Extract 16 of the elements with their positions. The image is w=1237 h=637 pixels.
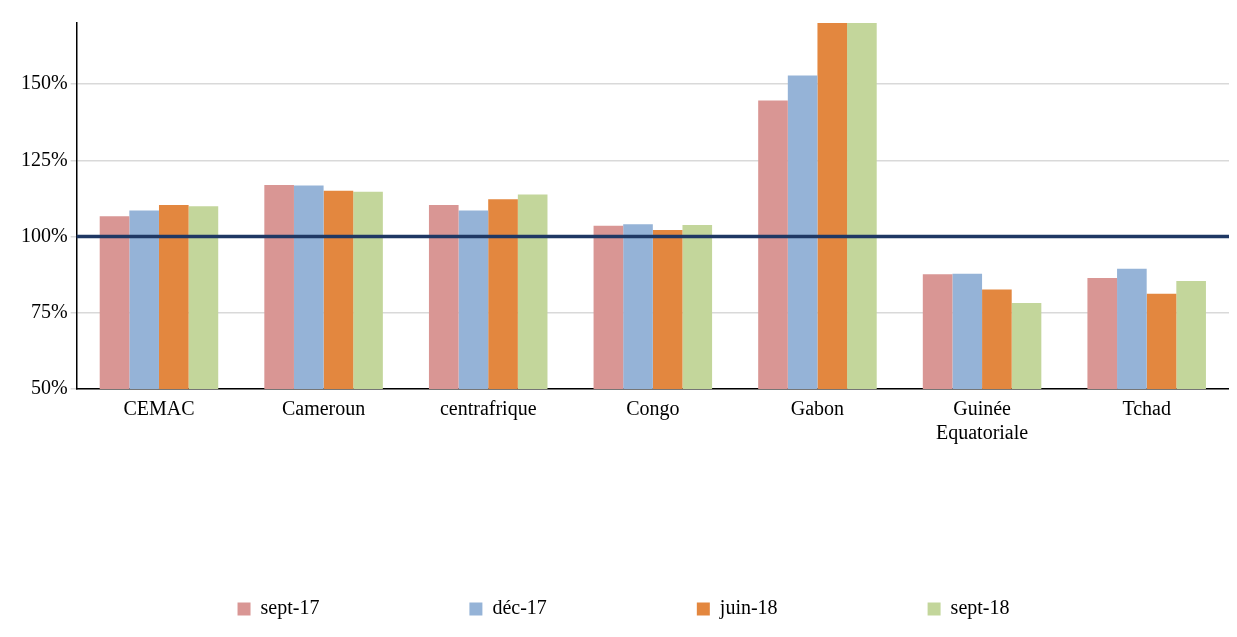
y-tick-label: 75% [30,300,68,322]
legend-label: juin-18 [718,596,778,620]
x-tick-label: Congo [626,397,680,421]
y-tick-label: 125% [20,147,68,170]
x-tick-label: Cameroun [281,397,366,420]
legend-label: sept-18 [950,596,1010,620]
y-tick-label: 50% [30,376,68,399]
x-tick-label: centrafrique [439,397,537,421]
x-tick-label: CEMAC [123,397,195,420]
x-tick-label: Gabon [790,397,845,420]
x-tick-label: Tchad [1122,397,1171,420]
legend-label: déc-17 [492,596,547,619]
y-tick-label: 150% [20,71,68,94]
x-tick-label: Guinée Equatoriale [935,397,1029,445]
y-tick-label: 100% [20,223,68,246]
legend-label: sept-17 [260,596,320,620]
